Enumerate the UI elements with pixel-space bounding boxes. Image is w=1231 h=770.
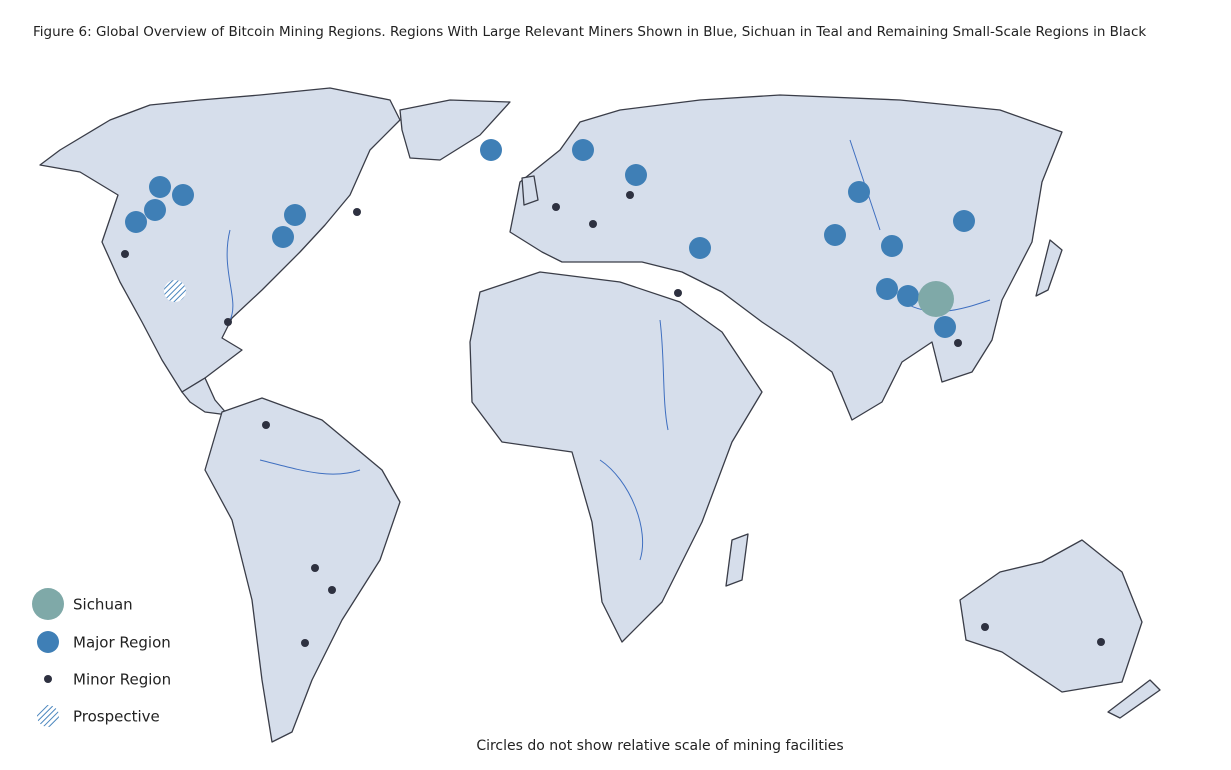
madagascar: [725, 533, 749, 587]
river: [599, 459, 644, 561]
japan: [1035, 239, 1063, 297]
uk: [521, 175, 539, 206]
river: [259, 459, 361, 475]
legend-major-icon: [37, 631, 59, 653]
region-markers: [121, 139, 1105, 647]
legend-label: Major Region: [73, 634, 171, 652]
major-region-marker: [480, 139, 502, 161]
legend-label: Minor Region: [73, 671, 171, 689]
major-region-marker: [572, 139, 594, 161]
south-america: [204, 397, 401, 743]
major-region-marker: [934, 316, 956, 338]
minor-region-marker: [552, 203, 560, 211]
minor-region-marker: [674, 289, 682, 297]
minor-region-marker: [311, 564, 319, 572]
legend-label: Sichuan: [73, 596, 133, 614]
footnote: Circles do not show relative scale of mi…: [476, 738, 843, 754]
major-region-marker: [953, 210, 975, 232]
river: [659, 319, 669, 431]
major-region-marker: [876, 278, 898, 300]
major-region-marker: [284, 204, 306, 226]
minor-region-marker: [981, 623, 989, 631]
minor-region-marker: [121, 250, 129, 258]
major-region-marker: [848, 181, 870, 203]
minor-region-marker: [954, 339, 962, 347]
river: [226, 229, 234, 321]
land-masses: [39, 87, 1161, 743]
legend-minor-icon: [44, 675, 52, 683]
prospective-marker: [164, 280, 186, 302]
minor-region-marker: [589, 220, 597, 228]
new-zealand: [1107, 679, 1161, 719]
major-region-marker: [125, 211, 147, 233]
major-region-marker: [172, 184, 194, 206]
major-region-marker: [824, 224, 846, 246]
major-region-marker: [272, 226, 294, 248]
australia: [959, 539, 1143, 693]
major-region-marker: [689, 237, 711, 259]
greenland: [399, 99, 511, 161]
major-region-marker: [144, 199, 166, 221]
north-america: [39, 87, 401, 393]
eurasia: [509, 94, 1063, 421]
minor-region-marker: [1097, 638, 1105, 646]
minor-region-marker: [262, 421, 270, 429]
sichuan-marker: [918, 281, 954, 317]
major-region-marker: [149, 176, 171, 198]
figure-title: Figure 6: Global Overview of Bitcoin Min…: [33, 24, 1146, 40]
legend-prospective-icon: [37, 705, 59, 727]
minor-region-marker: [626, 191, 634, 199]
legend-sichuan-icon: [32, 588, 64, 620]
minor-region-marker: [328, 586, 336, 594]
africa: [469, 271, 763, 643]
minor-region-marker: [353, 208, 361, 216]
legend-label: Prospective: [73, 708, 160, 726]
legend: Sichuan Major Region Minor Region Prospe…: [32, 588, 171, 727]
major-region-marker: [897, 285, 919, 307]
minor-region-marker: [301, 639, 309, 647]
major-region-marker: [881, 235, 903, 257]
major-region-marker: [625, 164, 647, 186]
minor-region-marker: [224, 318, 232, 326]
